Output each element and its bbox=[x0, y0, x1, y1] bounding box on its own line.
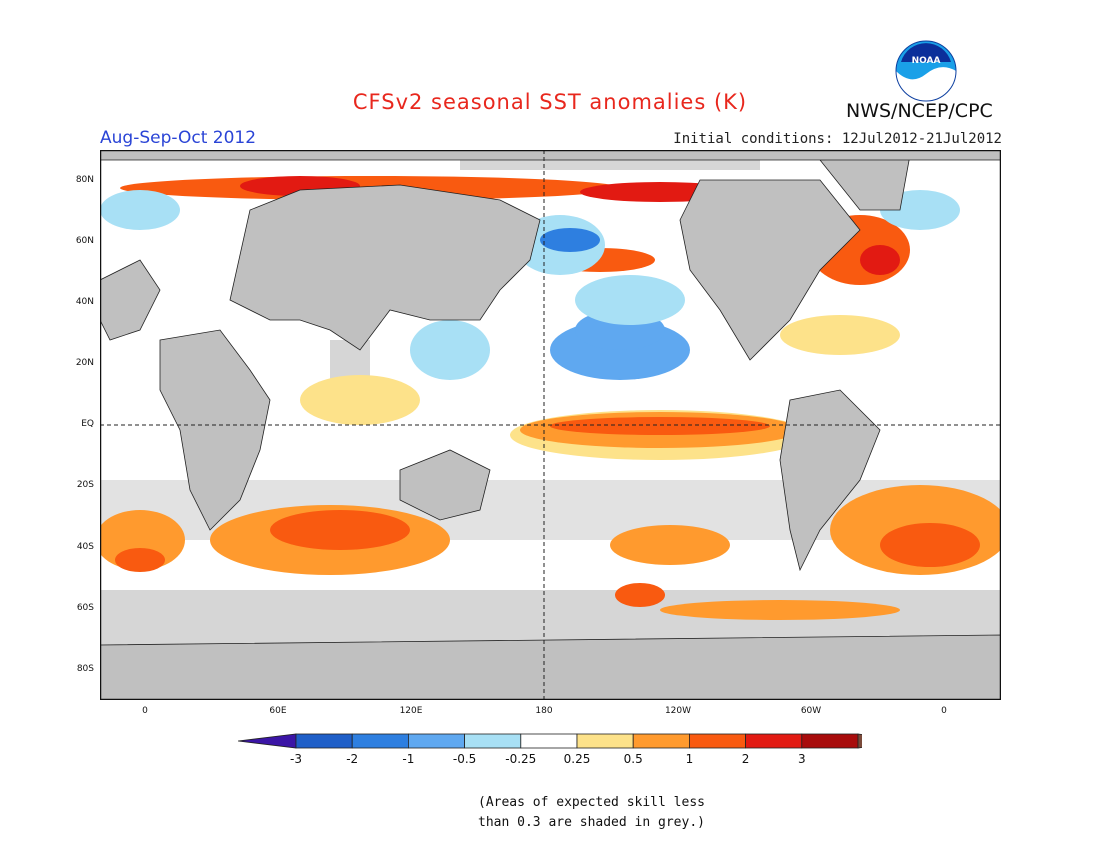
colorbar-arrow-low bbox=[238, 733, 297, 749]
colorbar-bin bbox=[520, 733, 578, 749]
season-label: Aug-Sep-Oct 2012 bbox=[100, 128, 257, 148]
chart-title: CFSv2 seasonal SST anomalies (K) bbox=[352, 90, 748, 114]
colorbar-bin bbox=[295, 733, 353, 749]
noaa-logo-icon: NOAA bbox=[895, 40, 957, 102]
colorbar-tick-label: 3 bbox=[797, 752, 806, 766]
lon-label: 0 bbox=[941, 706, 947, 716]
skill-note: (Areas of expected skill less than 0.3 a… bbox=[478, 793, 705, 833]
colorbar-arrow-high bbox=[857, 733, 862, 749]
colorbar-tick-label: 2 bbox=[741, 752, 750, 766]
lat-label: 80S bbox=[76, 664, 94, 674]
color-legend bbox=[238, 733, 862, 749]
colorbar-tick-label: -1 bbox=[402, 752, 415, 766]
lat-label: 20N bbox=[75, 358, 94, 368]
lat-label: 40S bbox=[76, 542, 94, 552]
colorbar-tick-label: 0.5 bbox=[623, 752, 643, 766]
colorbar-bin bbox=[576, 733, 634, 749]
lon-label: 60W bbox=[800, 706, 822, 716]
colorbar-bin bbox=[464, 733, 522, 749]
lat-label: 40N bbox=[75, 297, 94, 307]
lat-label: 60N bbox=[75, 236, 94, 246]
colorbar-bin bbox=[407, 733, 465, 749]
skill-note-line: (Areas of expected skill less bbox=[478, 795, 705, 810]
colorbar-bin bbox=[801, 733, 859, 749]
lat-label: EQ bbox=[81, 419, 94, 429]
anomaly-shading bbox=[100, 176, 1001, 620]
colorbar-bin bbox=[688, 733, 746, 749]
lat-label: 60S bbox=[76, 603, 94, 613]
lon-label: 120E bbox=[399, 706, 423, 716]
colorbar-tick-label: -2 bbox=[346, 752, 359, 766]
svg-text:NOAA: NOAA bbox=[912, 56, 941, 66]
lon-label: 0 bbox=[142, 706, 148, 716]
lat-label: 80N bbox=[75, 175, 94, 185]
colorbar-tick-label: -0.25 bbox=[505, 752, 537, 766]
land-masses bbox=[100, 150, 1001, 700]
colorbar-bin bbox=[745, 733, 803, 749]
initial-conditions-label: Initial conditions: 12Jul2012-21Jul2012 bbox=[673, 131, 1002, 147]
colorbar-tick-label: 1 bbox=[685, 752, 694, 766]
skill-note-line: than 0.3 are shaded in grey.) bbox=[478, 815, 705, 830]
colorbar-tick-label: 0.25 bbox=[563, 752, 591, 766]
colorbar-tick-label: -0.5 bbox=[452, 752, 477, 766]
lat-label: 20S bbox=[76, 480, 94, 490]
lon-label: 60E bbox=[269, 706, 287, 716]
colorbar-bin bbox=[632, 733, 690, 749]
sst-anomaly-map bbox=[100, 150, 1001, 700]
lon-label: 180 bbox=[535, 706, 553, 716]
colorbar-bin bbox=[351, 733, 409, 749]
lon-label: 120W bbox=[664, 706, 692, 716]
agency-label: NWS/NCEP/CPC bbox=[846, 100, 993, 122]
colorbar-tick-label: -3 bbox=[290, 752, 302, 766]
